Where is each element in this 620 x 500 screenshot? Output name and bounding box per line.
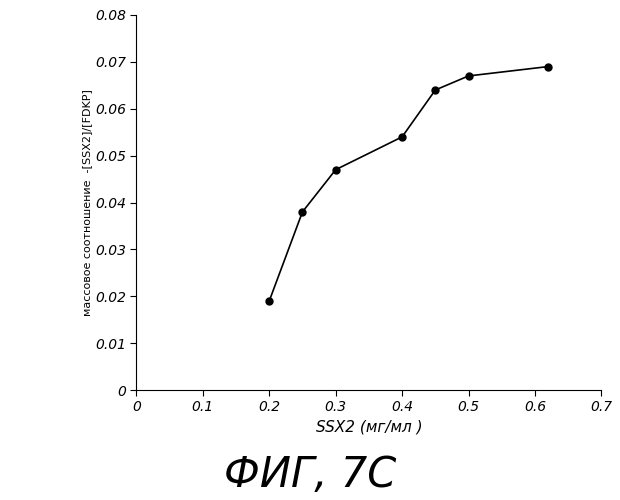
Y-axis label: массовое соотношение  -[SSX2]/[FDKP]: массовое соотношение -[SSX2]/[FDKP] bbox=[82, 89, 92, 316]
X-axis label: SSX2 (мг/мл ): SSX2 (мг/мл ) bbox=[316, 420, 422, 435]
Text: ФИГ, 7C: ФИГ, 7C bbox=[224, 454, 396, 496]
